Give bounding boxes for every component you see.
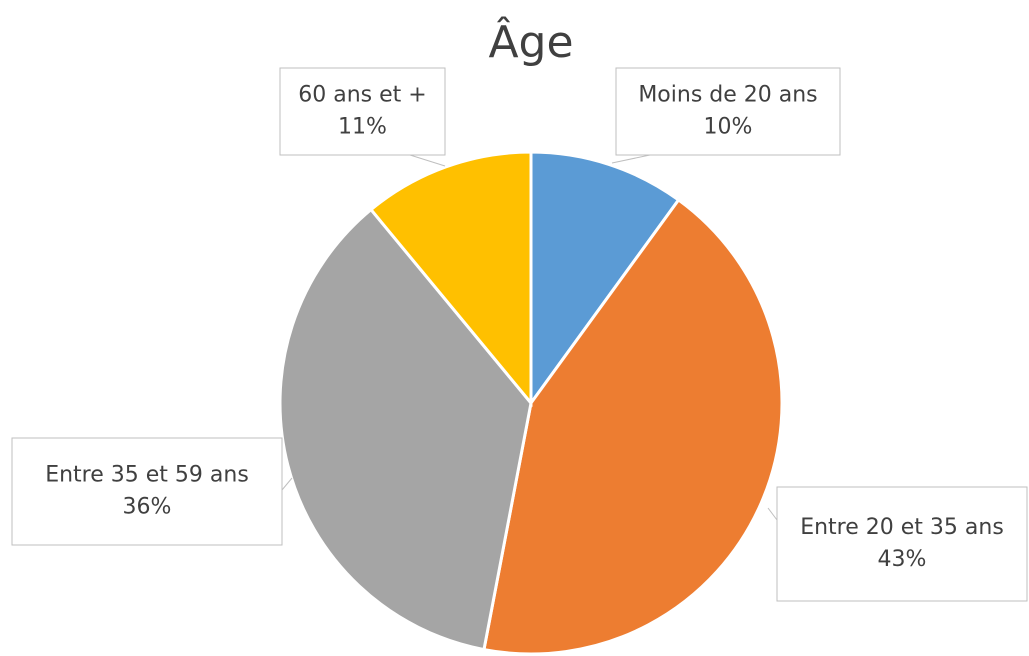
pie-slice <box>368 150 533 408</box>
data-label-value: 36% <box>123 495 172 520</box>
label-box <box>776 486 1028 602</box>
chart-title: Âge <box>488 15 573 68</box>
leader-line <box>767 507 778 521</box>
data-label-value: 10% <box>704 115 753 140</box>
leader-line <box>409 154 446 167</box>
leader-line <box>281 477 293 491</box>
pie-slice <box>278 207 533 652</box>
label-box <box>11 437 283 546</box>
data-label-name: Moins de 20 ans <box>638 83 817 108</box>
pie-slice <box>482 197 784 656</box>
data-label-value: 43% <box>878 547 927 572</box>
data-label-value: 11% <box>338 115 387 140</box>
data-label-name: Entre 35 et 59 ans <box>45 463 249 488</box>
data-label-name: 60 ans et + <box>298 83 426 108</box>
data-label-name: Entre 20 et 35 ans <box>800 515 1004 540</box>
leader-line <box>611 154 651 164</box>
pie-slice <box>529 150 681 408</box>
label-box <box>279 67 446 156</box>
label-box <box>615 67 841 156</box>
